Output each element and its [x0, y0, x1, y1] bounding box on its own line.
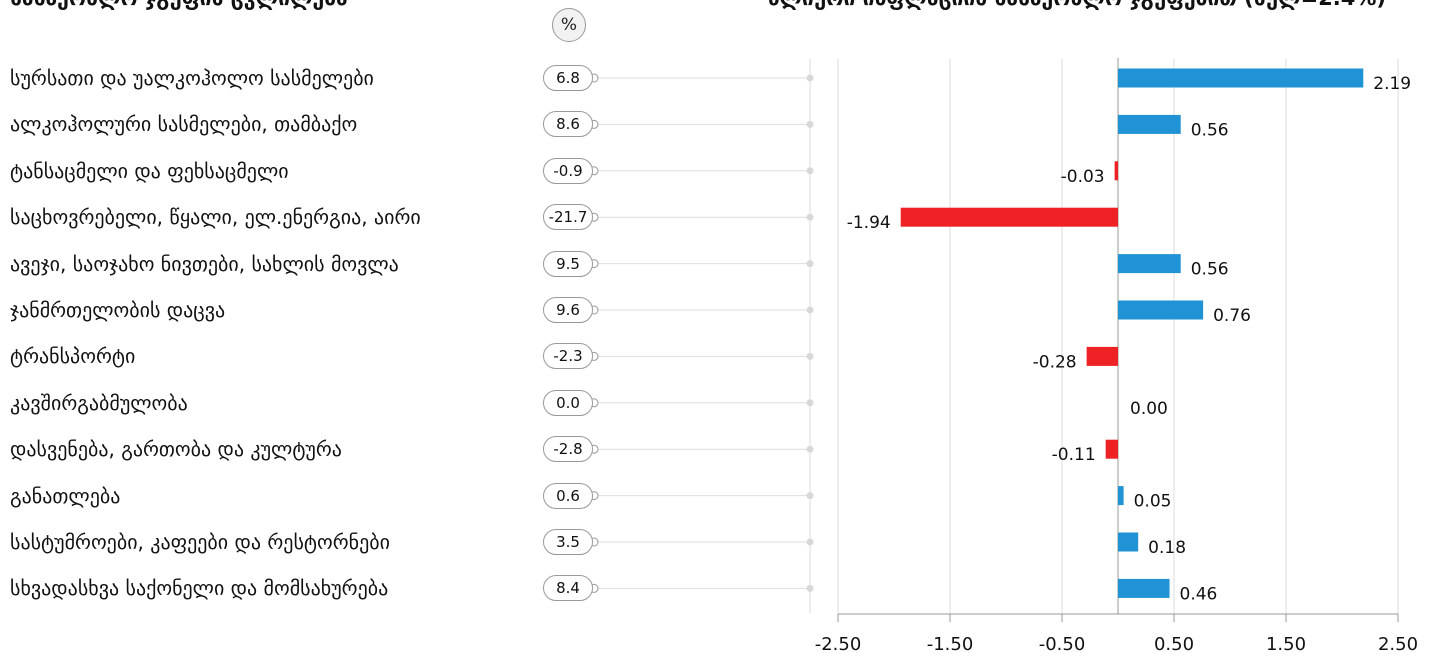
percent-change-pill: 8.6 [543, 111, 593, 138]
category-label: საცხოვრებელი, წყალი, ელ.ენერგია, აირი [10, 205, 421, 230]
percent-change-pill: 3.5 [543, 529, 593, 555]
bar-value-label: 0.76 [1213, 306, 1251, 326]
bar-value-label: -0.28 [1033, 352, 1077, 372]
row-connector-dot [806, 399, 814, 407]
contribution-bar [1086, 346, 1118, 366]
contribution-bar [1118, 68, 1364, 88]
category-label: დასვენება, გართობა და კულტურა [10, 437, 342, 462]
category-label: ავეჯი, საოჯახო ნივთები, სახლის მოვლა [10, 251, 399, 276]
row-connector-dot [806, 445, 814, 453]
contribution-bar [1118, 254, 1181, 274]
row-connector-dot [806, 167, 814, 175]
bar-value-label: -0.03 [1061, 167, 1105, 187]
x-tick-label: 2.50 [1378, 634, 1418, 655]
category-label: ტრანსპორტი [10, 344, 136, 369]
row-connector-dot [806, 120, 814, 128]
row-connector-dot [806, 492, 814, 500]
contribution-bar [1118, 486, 1124, 506]
bar-value-label: 0.05 [1134, 492, 1172, 512]
contribution-bar [1118, 532, 1139, 552]
bar-value-label: 2.19 [1373, 74, 1411, 94]
category-label: ჯანმრთელობის დაცვა [10, 298, 226, 322]
percent-change-pill: -2.3 [543, 343, 593, 370]
x-tick-label: 0.50 [1154, 634, 1194, 655]
percent-change-pill: 6.8 [543, 65, 593, 91]
percent-header-badge: % [552, 8, 586, 42]
bar-value-label: -1.94 [847, 213, 891, 233]
row-connector-dot [806, 74, 814, 82]
contribution-bar [1118, 300, 1204, 320]
row-connector-dot [806, 260, 814, 268]
contribution-bar [1105, 439, 1118, 459]
category-label: სხვადასხვა საქონელი და მომსახურება [10, 576, 389, 601]
percent-change-pill: 8.4 [543, 575, 593, 602]
contribution-bar [900, 207, 1118, 227]
category-label: სასტუმროები, კაფეები და რესტორნები [10, 530, 390, 554]
x-tick-label: 1.50 [1266, 634, 1306, 655]
chart-title: წლიური ინფლაციის სასაქონლო ჯგუფებით (სულ… [768, 0, 1386, 10]
percent-change-pill: 9.6 [543, 297, 593, 323]
percent-change-pill: 0.6 [543, 482, 593, 509]
left-column-title: სასაქონლო ჯგუფის ცვლილება [10, 0, 348, 10]
contribution-bar [1114, 161, 1118, 181]
row-connector-dot [806, 584, 814, 592]
category-label: განათლება [10, 483, 121, 508]
percent-change-pill: -21.7 [543, 204, 593, 231]
x-tick-label: -0.50 [1039, 634, 1086, 655]
row-connector-dot [806, 352, 814, 360]
contribution-bar [1118, 578, 1170, 598]
percent-change-pill: -0.9 [543, 157, 593, 184]
bar-value-label: -0.11 [1052, 445, 1096, 465]
percent-change-pill: 9.5 [543, 250, 593, 277]
category-label: ტანსაცმელი და ფეხსაცმელი [10, 158, 289, 183]
x-tick-label: -2.50 [815, 634, 862, 655]
category-label: კავშირგაბმულობა [10, 390, 188, 415]
bar-value-label: 0.56 [1191, 260, 1229, 280]
percent-change-pill: 0.0 [543, 389, 593, 416]
contribution-bar [1118, 114, 1181, 134]
bar-value-label: 0.18 [1148, 538, 1186, 558]
bar-value-label: 0.46 [1180, 584, 1218, 604]
percent-change-pill: -2.8 [543, 436, 593, 463]
row-connector-dot [806, 213, 814, 221]
x-tick-label: -1.50 [927, 634, 974, 655]
row-connector-dot [806, 306, 814, 314]
row-connector-dot [806, 538, 814, 546]
bar-value-label: 0.56 [1191, 120, 1229, 140]
category-label: ალკოჰოლური სასმელები, თამბაქო [10, 112, 358, 137]
category-label: სურსათი და უალკოჰოლო სასმელები [10, 66, 374, 90]
bar-value-label: 0.00 [1130, 399, 1168, 419]
